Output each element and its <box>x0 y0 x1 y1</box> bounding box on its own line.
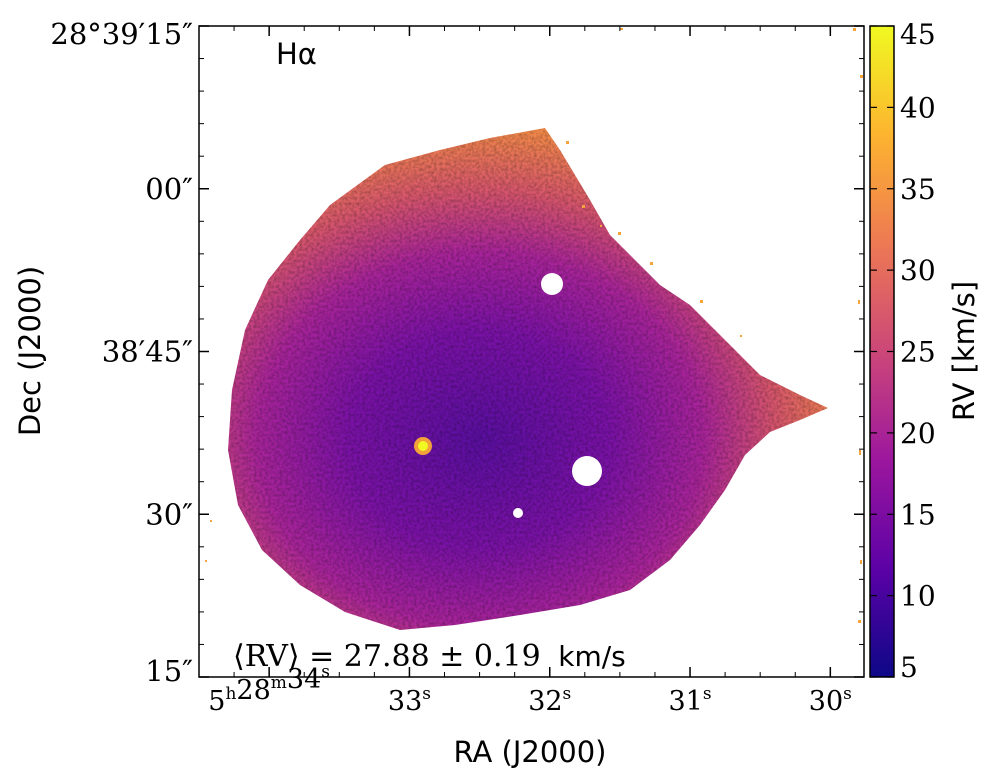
panel-label: Hα <box>276 37 317 71</box>
masked-star-2 <box>572 456 602 486</box>
colorbar-tick-label: 45 <box>900 18 936 51</box>
mean-rv-unit: km/s <box>558 640 626 673</box>
y-axis-label: Dec (J2000) <box>13 266 47 436</box>
colorbar-tick-label: 15 <box>900 498 936 531</box>
colorbar-tick-label: 40 <box>900 91 936 124</box>
colorbar-tick-label: 5 <box>900 651 918 684</box>
colorbar-tick-label: 20 <box>900 417 936 450</box>
bright-star-core <box>418 441 428 451</box>
x-axis-label: RA (J2000) <box>453 735 606 769</box>
x-ticks: 5h28m34s 33s 32s 31s 30s <box>208 26 852 717</box>
x-tick-label: 30s <box>809 684 852 717</box>
mean-rv-annotation: ⟨RV⟩ = 27.88 ± 0.19 km/s <box>233 639 626 674</box>
edge-speckle <box>205 28 863 623</box>
y-ticks: 15″ 30″ 38′45″ 00″ 28°39′15″ <box>50 17 864 688</box>
colorbar-tick-label: 10 <box>900 580 936 613</box>
masked-star-1 <box>541 273 563 295</box>
colorbar-tick-label: 35 <box>900 173 936 206</box>
y-tick-label: 15″ <box>145 654 193 688</box>
colorbar-label: RV [km/s] <box>947 281 981 421</box>
mean-rv-expression: ⟨RV⟩ = 27.88 ± 0.19 <box>233 639 541 674</box>
colorbar-tick-label: 30 <box>900 254 936 287</box>
x-tick-label: 33s <box>388 684 431 717</box>
y-tick-label: 38′45″ <box>102 335 193 369</box>
masked-star-3 <box>513 508 523 518</box>
y-tick-label: 30″ <box>145 497 193 531</box>
nebula-texture <box>228 128 828 630</box>
x-tick-label: 32s <box>528 684 571 717</box>
x-tick-label: 31s <box>668 684 711 717</box>
y-tick-label: 00″ <box>145 172 193 206</box>
colorbar-tick-label: 25 <box>900 336 936 369</box>
colorbar: 5 10 15 20 25 30 35 40 45 RV [km/s] <box>869 18 981 684</box>
colorbar-ticks: 5 10 15 20 25 30 35 40 45 <box>870 18 936 684</box>
x-tick-label: 5h28m34s <box>208 662 330 717</box>
map-panel <box>198 25 865 678</box>
y-tick-label: 28°39′15″ <box>50 17 193 51</box>
